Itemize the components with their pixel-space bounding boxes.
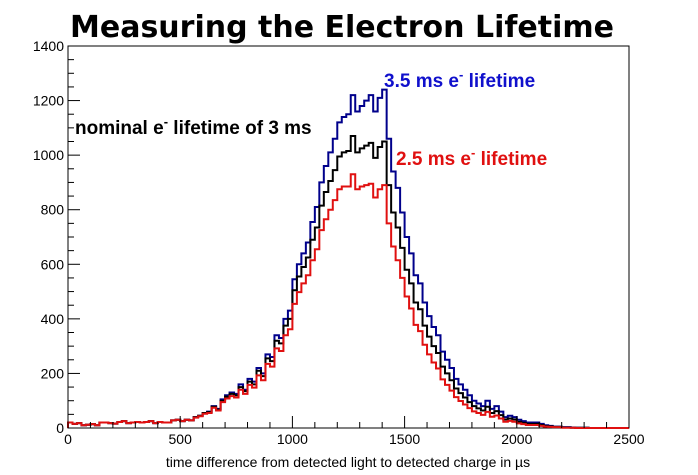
y-tick-label: 800 — [41, 202, 65, 218]
x-tick-label: 2500 — [613, 431, 644, 447]
plot-frame — [67, 45, 630, 429]
y-tick-label: 600 — [41, 256, 65, 272]
annotation-red-sup: - — [471, 145, 475, 160]
annotation-nominal-sup: - — [164, 114, 168, 129]
annotation-blue-rest: lifetime — [463, 71, 535, 92]
x-tick-label: 2000 — [501, 431, 532, 447]
x-tick-label: 1000 — [277, 431, 308, 447]
chart-title: Measuring the Electron Lifetime — [70, 10, 614, 45]
annotation-nominal-rest: lifetime of 3 ms — [168, 118, 312, 139]
y-tick-label: 1200 — [33, 93, 64, 109]
y-tick-label: 0 — [56, 420, 64, 436]
annotation-blue-base: 3.5 ms e — [384, 71, 459, 92]
x-tick-label: 500 — [169, 431, 193, 447]
series-line-0 — [67, 88, 629, 429]
y-tick-label: 200 — [41, 365, 65, 381]
annotation-nominal-lifetime: nominal e- lifetime of 3 ms — [75, 114, 312, 139]
x-tick-label: 1500 — [389, 431, 420, 447]
plot-border — [67, 45, 630, 429]
series-line-1 — [67, 135, 629, 429]
y-tick-label: 1000 — [33, 147, 64, 163]
y-tick-label: 400 — [41, 311, 65, 327]
annotation-red-base: 2.5 ms e — [396, 149, 471, 170]
y-axis: 0 200 400 600 800 1000 1200 1400 — [33, 38, 80, 436]
x-axis-label: time difference from detected light to d… — [166, 454, 530, 470]
annotation-red-lifetime: 2.5 ms e- lifetime — [396, 145, 547, 170]
y-tick-label: 1400 — [33, 38, 64, 54]
series-line-2 — [67, 173, 629, 429]
annotation-blue-lifetime: 3.5 ms e- lifetime — [384, 67, 535, 92]
series-group — [67, 88, 629, 429]
x-axis: 0 500 1000 1500 2000 2500 — [64, 416, 645, 447]
annotation-blue-sup: - — [459, 67, 463, 82]
annotation-red-rest: lifetime — [475, 149, 547, 170]
x-tick-label: 0 — [64, 431, 72, 447]
annotation-nominal-base: nominal e — [75, 118, 164, 139]
